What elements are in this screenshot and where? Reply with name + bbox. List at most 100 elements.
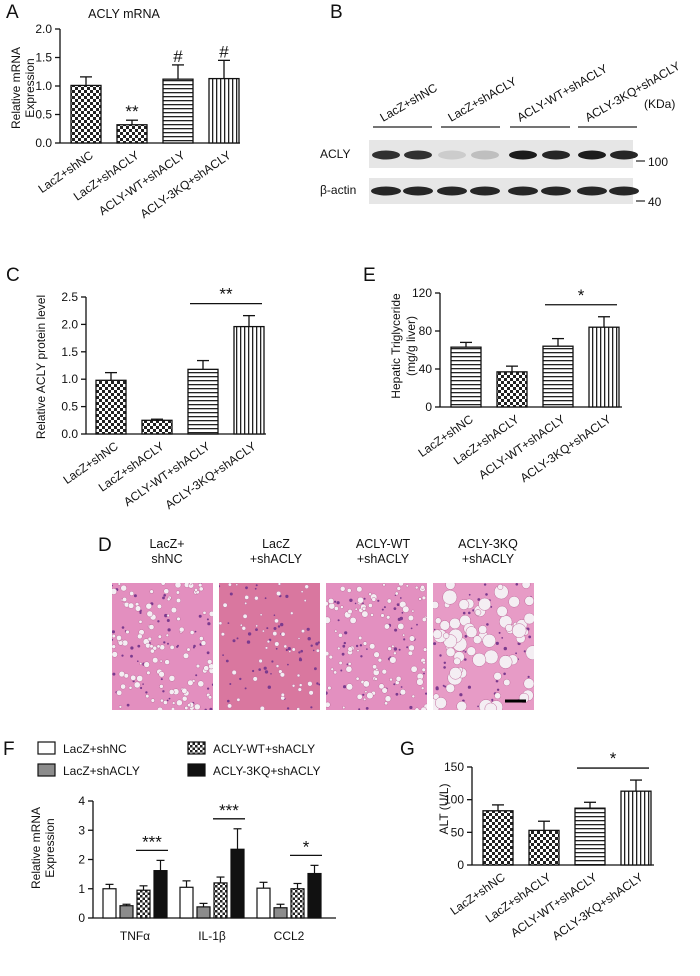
lipid-droplet (333, 670, 338, 675)
actin-band (577, 186, 607, 196)
cell-nucleus (121, 626, 125, 629)
cell-nucleus (442, 684, 445, 687)
lipid-droplet (146, 610, 154, 618)
cell-nucleus (483, 583, 487, 586)
cell-nucleus (112, 584, 113, 587)
lipid-droplet (207, 695, 213, 700)
cell-nucleus (157, 620, 160, 623)
cell-nucleus (247, 632, 252, 636)
lipid-droplet (274, 641, 280, 647)
lipid-droplet (128, 602, 135, 609)
lipid-droplet (358, 635, 363, 641)
lipid-droplet (118, 705, 123, 709)
lipid-droplet (326, 701, 331, 708)
chart-f-mrna-expression: 0 1 2 3 4 TNFα *** IL-1β *** CCL2 * (78, 794, 336, 943)
cell-nucleus (207, 622, 211, 626)
lipid-droplet (156, 603, 162, 609)
lipid-droplet (291, 684, 296, 688)
lipid-droplet (239, 623, 243, 627)
lane-label-lacz-shnc: LacZ+shNC (378, 80, 440, 124)
lipid-droplet (187, 703, 192, 708)
histology-image-acly-wt (326, 583, 427, 710)
cell-nucleus (310, 706, 313, 709)
lipid-droplet (168, 675, 176, 682)
lipid-droplet (362, 680, 370, 688)
histology-image-lacz-shacly (219, 583, 320, 710)
cell-nucleus (244, 687, 247, 690)
legend-label-acly-wt: ACLY-WT+shACLY (213, 742, 315, 756)
lipid-droplet (272, 631, 278, 637)
lipid-droplet (202, 610, 207, 615)
cell-nucleus (198, 614, 202, 618)
cell-nucleus (287, 647, 291, 651)
lipid-droplet (266, 639, 271, 644)
actin-band (541, 186, 571, 196)
lipid-droplet (112, 651, 118, 658)
lipid-droplet (244, 601, 248, 605)
lipid-droplet (399, 688, 407, 696)
cell-nucleus (341, 652, 345, 656)
lipid-droplet (123, 673, 129, 679)
bar-ccl2-acly-3kq-shacly (307, 872, 322, 919)
cell-nucleus (130, 654, 133, 658)
lipid-droplet (176, 699, 183, 707)
cell-nucleus (464, 658, 467, 661)
lipid-droplet (337, 646, 341, 651)
lipid-droplet (422, 647, 427, 652)
lipid-droplet (181, 687, 188, 694)
blot-row-acly: ACLY (320, 147, 350, 161)
lipid-droplet (377, 657, 383, 663)
chart-f-legend: LacZ+shNC LacZ+shACLY ACLY-WT+shACLY ACL… (37, 741, 321, 778)
cell-nucleus (377, 599, 380, 602)
cell-nucleus (439, 654, 442, 657)
lipid-droplet (145, 694, 150, 699)
chart-e-ylabel-line1: Hepatic Triglyceride (389, 293, 403, 399)
bar-lacz-shnc (70, 84, 102, 144)
lipid-droplet (147, 636, 152, 642)
chart-g-ylabel: ALT (U/L) (437, 784, 451, 835)
y-tick-label: 1.5 (35, 51, 52, 65)
lipid-droplet (118, 640, 124, 646)
chart-e-hepatic-triglyceride: 04080120LacZ+shNCLacZ+shACLYACLY-WT+shAC… (412, 286, 622, 485)
lipid-droplet (482, 633, 497, 648)
lipid-droplet (175, 597, 182, 604)
lipid-droplet (301, 629, 305, 634)
lipid-droplet (143, 661, 150, 668)
cell-nucleus (126, 703, 130, 707)
cell-nucleus (444, 685, 447, 688)
cell-nucleus (366, 648, 368, 650)
cell-nucleus (312, 649, 315, 652)
lipid-droplet (122, 596, 128, 602)
lipid-droplet (421, 617, 427, 622)
cell-nucleus (229, 592, 233, 596)
actin-band (403, 186, 433, 196)
lipid-droplet (524, 596, 534, 606)
lipid-droplet (407, 650, 413, 656)
y-tick-label: 150 (444, 760, 464, 774)
cell-nucleus (300, 649, 303, 653)
cell-nucleus (433, 642, 437, 646)
cell-nucleus (316, 682, 319, 685)
histology-image-lacz-shnc (112, 583, 213, 710)
cell-nucleus (209, 707, 213, 710)
cell-nucleus (263, 666, 267, 670)
lipid-droplet (378, 683, 385, 690)
acly-band (471, 150, 499, 160)
cell-nucleus (462, 611, 466, 615)
lipid-droplet (186, 647, 191, 652)
bar-acly-wt-shacly (162, 78, 194, 144)
lipid-droplet (402, 633, 406, 637)
cell-nucleus (486, 623, 489, 626)
lipid-droplet (149, 589, 154, 594)
lipid-droplet (137, 633, 143, 640)
y-tick-label: 1 (78, 882, 85, 896)
lipid-droplet (159, 659, 163, 663)
lipid-droplet (150, 648, 155, 654)
lipid-droplet (414, 585, 419, 590)
lipid-droplet (356, 649, 360, 653)
cell-nucleus (343, 641, 346, 645)
cell-nucleus (299, 657, 302, 660)
cell-nucleus (163, 641, 166, 644)
y-tick-label: 1.0 (35, 79, 52, 93)
cell-nucleus (433, 628, 436, 631)
